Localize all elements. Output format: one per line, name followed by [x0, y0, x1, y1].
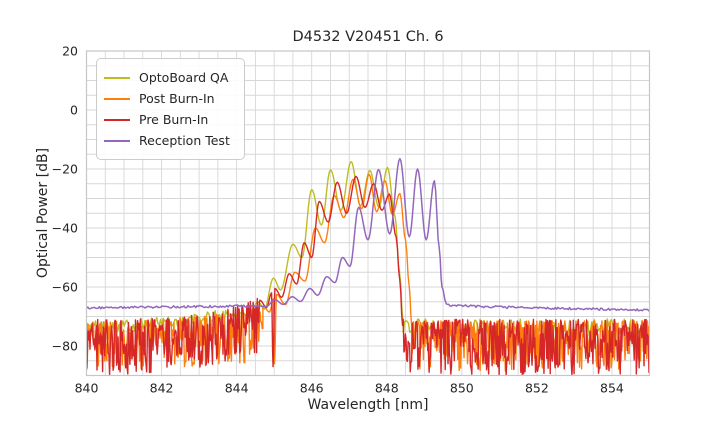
plot-frame: [85, 50, 651, 377]
legend-swatch-icon: [104, 139, 130, 142]
y-tick-label: −60: [52, 280, 78, 295]
chart-title: D4532 V20451 Ch. 6: [292, 29, 444, 45]
legend-item-optoboard-qa: OptoBoard QA: [104, 67, 230, 88]
legend: OptoBoard QA Post Burn-In Pre Burn-In Recep…: [96, 58, 245, 160]
series-line-pre-burn-in: [86, 175, 650, 376]
y-axis-label: Optical Power [dB]: [35, 147, 51, 279]
x-tick-label: 848: [375, 381, 399, 396]
x-axis-label: Wavelength [nm]: [307, 397, 429, 413]
y-tick-label: −40: [52, 221, 78, 236]
x-tick-label: 842: [150, 381, 174, 396]
x-tick-label: 850: [450, 381, 474, 396]
series-group: [86, 157, 650, 376]
legend-label: Pre Burn-In: [139, 112, 209, 127]
legend-label: OptoBoard QA: [139, 70, 229, 85]
legend-label: Post Burn-In: [139, 91, 215, 106]
y-tick-labels: 20 0 −20 −40 −60 −80: [52, 44, 78, 354]
x-tick-label: 846: [300, 381, 324, 396]
y-tick-label: 20: [62, 44, 78, 59]
legend-item-reception-test: Reception Test: [104, 130, 230, 151]
y-tick-label: −80: [52, 339, 78, 354]
legend-swatch-icon: [104, 118, 130, 121]
legend-swatch-icon: [104, 76, 130, 79]
y-tick-label: −20: [52, 162, 78, 177]
legend-swatch-icon: [104, 97, 130, 100]
y-tick-label: 0: [70, 103, 78, 118]
legend-item-post-burn-in: Post Burn-In: [104, 88, 230, 109]
legend-label: Reception Test: [139, 133, 230, 148]
series-line-reception-test: [86, 157, 650, 312]
x-tick-label: 844: [225, 381, 249, 396]
x-tick-label: 840: [75, 381, 99, 396]
legend-item-pre-burn-in: Pre Burn-In: [104, 109, 230, 130]
x-tick-label: 852: [525, 381, 549, 396]
x-tick-labels: 840 842 844 846 848 850 852 854: [75, 381, 624, 396]
x-tick-label: 854: [600, 381, 624, 396]
